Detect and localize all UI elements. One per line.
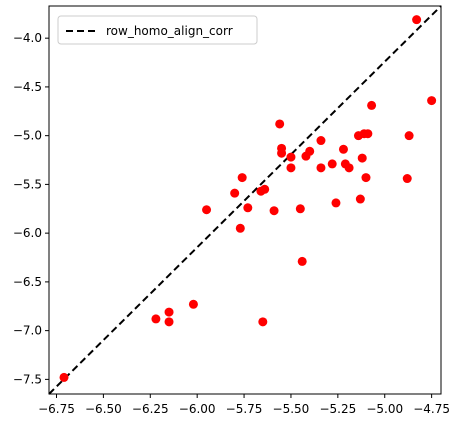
data-point (188, 299, 198, 309)
data-point (235, 223, 245, 233)
y-tick-label: −7.0 (13, 324, 42, 338)
data-point (202, 205, 212, 215)
data-point (402, 174, 412, 184)
data-point (164, 317, 174, 327)
y-tick-label: −4.0 (13, 31, 42, 45)
data-point (151, 314, 161, 324)
x-tick-label: −4.75 (413, 402, 450, 416)
data-point (275, 119, 285, 129)
data-point (237, 173, 247, 183)
data-point (295, 204, 305, 214)
data-point (305, 146, 315, 156)
data-point (258, 317, 268, 327)
legend-box (57, 15, 258, 45)
data-point (363, 129, 373, 139)
data-point (404, 131, 414, 141)
reference-line (48, 5, 442, 395)
x-tick-label: −6.50 (85, 402, 122, 416)
data-point (277, 148, 287, 158)
y-tick-label: −4.5 (13, 80, 42, 94)
data-point (286, 163, 296, 173)
data-point (316, 163, 326, 173)
y-tick-label: −5.0 (13, 129, 42, 143)
data-point (286, 152, 296, 162)
legend: row_homo_align_corr (57, 15, 258, 45)
x-axis: −6.75 −6.50 −6.25 −6.00 −5.75 −5.50 −5.25 −5.00… (38, 394, 450, 416)
x-tick-label: −5.00 (366, 402, 403, 416)
data-point (344, 163, 354, 173)
data-point (361, 173, 371, 183)
x-tick-label: −5.75 (226, 402, 263, 416)
x-tick-label: −6.00 (179, 402, 216, 416)
y-tick-label: −7.5 (13, 372, 42, 386)
data-point (164, 307, 174, 317)
y-tick-label: −6.0 (13, 226, 42, 240)
x-tick-label: −5.25 (319, 402, 356, 416)
y-axis: −7.5 −7.0 −6.5 −6.0 −5.5 −5.0 −4.5 −4.0 (13, 31, 49, 386)
data-point (412, 15, 422, 25)
y-tick-label: −5.5 (13, 177, 42, 191)
plot-frame (48, 5, 442, 395)
data-point (316, 136, 326, 146)
plot-area (48, 5, 442, 395)
x-tick-label: −5.50 (273, 402, 310, 416)
data-point (260, 184, 270, 194)
legend-label: row_homo_align_corr (106, 24, 233, 38)
data-point (367, 100, 377, 110)
data-point (427, 96, 437, 106)
data-point (338, 144, 348, 154)
data-point (357, 153, 367, 163)
data-point (269, 206, 279, 216)
data-point (327, 159, 337, 169)
x-tick-label: −6.75 (38, 402, 75, 416)
data-point (243, 203, 253, 213)
data-point (59, 372, 69, 382)
y-tick-label: −6.5 (13, 275, 42, 289)
data-point (230, 188, 240, 198)
data-point (355, 194, 365, 204)
data-point (297, 256, 307, 266)
data-point (331, 198, 341, 208)
x-tick-label: −6.25 (132, 402, 169, 416)
